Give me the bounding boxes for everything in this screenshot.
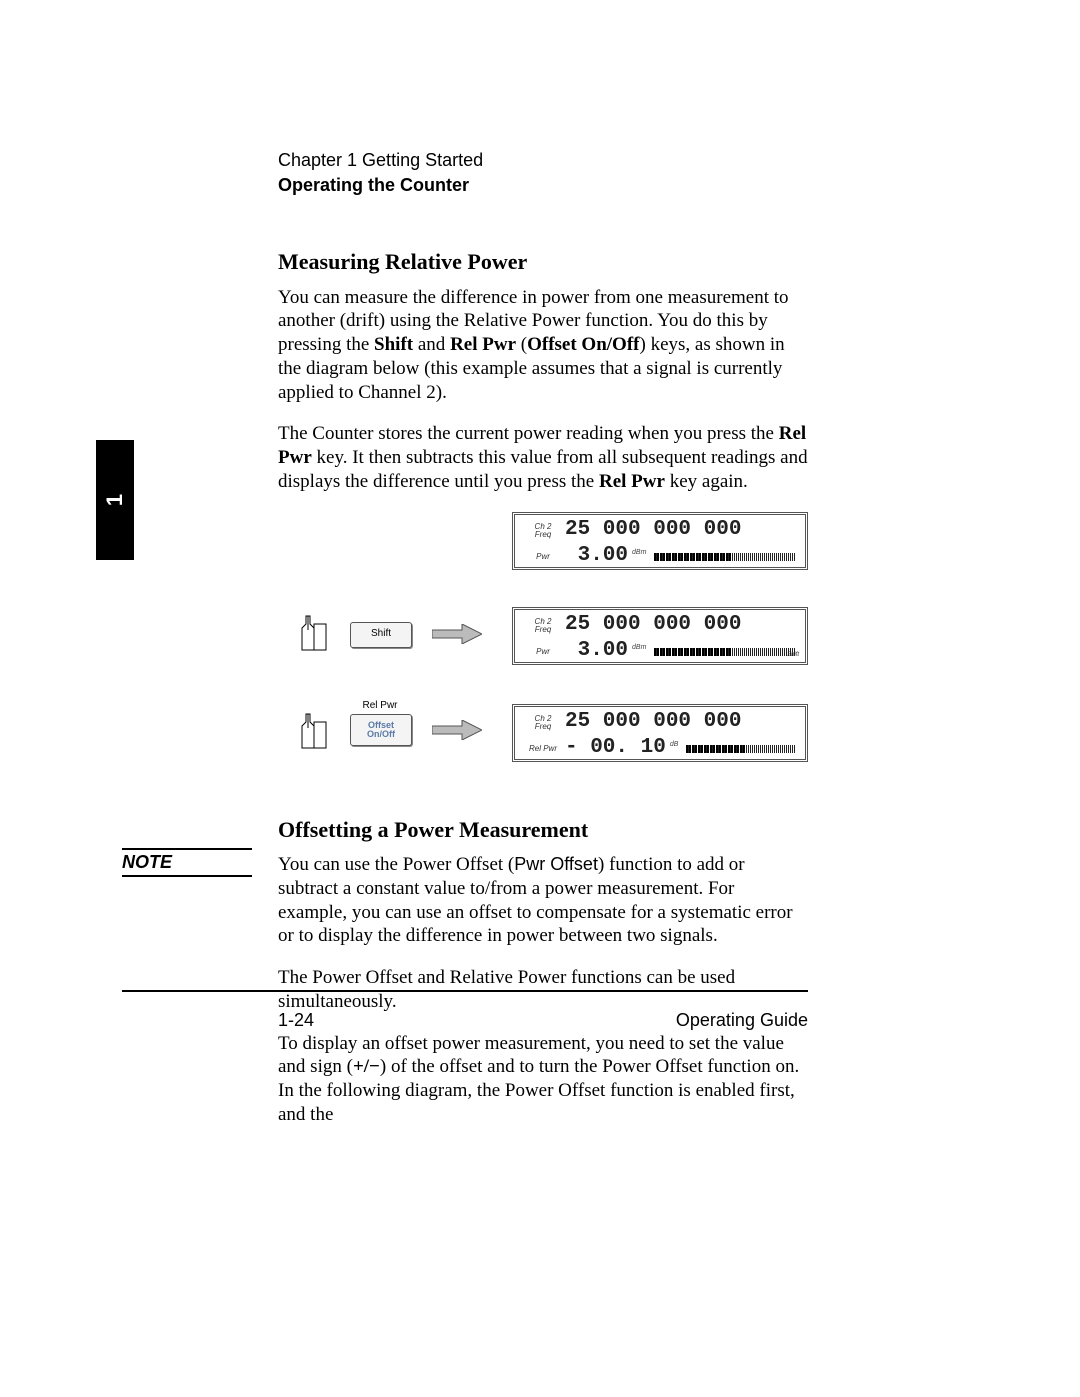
text: and xyxy=(413,334,450,355)
text: The Counter stores the current power rea… xyxy=(278,423,779,444)
key-label: On/Off xyxy=(367,730,395,739)
para-2: The Counter stores the current power rea… xyxy=(278,422,808,493)
lcd-bargraph xyxy=(654,648,795,656)
guide-name: Operating Guide xyxy=(676,1010,808,1031)
chapter-line: Chapter 1 Getting Started xyxy=(278,150,808,171)
subsection-line: Operating the Counter xyxy=(278,175,808,196)
text-bold: Shift xyxy=(374,334,413,355)
lcd-shift-indicator: Shift xyxy=(787,652,799,660)
lcd-ch-freq-label: Ch 2 Freq xyxy=(521,715,565,731)
lcd-display-2: Ch 2 Freq 25 000 000 000 Pwr 3.00 dBm Sh… xyxy=(512,607,808,665)
text: Freq xyxy=(535,722,551,731)
text-bold: Rel Pwr xyxy=(599,471,665,492)
heading-measuring-relative-power: Measuring Relative Power xyxy=(278,248,808,276)
lcd-unit-dbm: dBm xyxy=(632,644,646,653)
press-hand-icon xyxy=(296,712,328,750)
para-3: You can use the Power Offset (Pwr Offset… xyxy=(278,853,808,948)
para-1: You can measure the difference in power … xyxy=(278,286,808,405)
text: You can use the Power Offset ( xyxy=(278,854,514,875)
text-bold: Rel Pwr xyxy=(450,334,516,355)
page-number: 1-24 xyxy=(278,1010,314,1031)
footer: 1-24 Operating Guide xyxy=(278,1010,808,1031)
lcd-unit-dbm: dBm xyxy=(632,549,646,558)
lcd-relpwr-value: - 00. 10 xyxy=(565,735,666,761)
shift-key: Shift xyxy=(350,622,412,648)
text-sans: Pwr Offset xyxy=(514,854,598,874)
text-bold: Offset On/Off xyxy=(527,334,639,355)
diagram: Ch 2 Freq 25 000 000 000 Pwr 3.00 dBm Sh… xyxy=(278,512,808,802)
note-label: NOTE xyxy=(122,848,252,877)
footer-rule xyxy=(122,990,808,992)
lcd-freq-value: 25 000 000 000 xyxy=(565,612,741,638)
lcd-freq-value: 25 000 000 000 xyxy=(565,517,741,543)
text: ( xyxy=(516,334,527,355)
page: Chapter 1 Getting Started Operating the … xyxy=(0,0,1080,1397)
para-4: To display an offset power measurement, … xyxy=(278,1032,808,1127)
key-label-rel-pwr: Rel Pwr xyxy=(350,700,410,713)
lcd-freq-value: 25 000 000 000 xyxy=(565,709,741,735)
text: Freq xyxy=(535,625,551,634)
text: Freq xyxy=(535,530,551,539)
lcd-bargraph xyxy=(686,745,795,753)
lcd-ch-freq-label: Ch 2 Freq xyxy=(521,618,565,634)
chapter-tab: 1 xyxy=(96,440,134,560)
heading-offsetting-power-measurement: Offsetting a Power Measurement xyxy=(278,816,808,844)
lcd-ch-freq-label: Ch 2 Freq xyxy=(521,523,565,539)
lcd-display-1: Ch 2 Freq 25 000 000 000 Pwr 3.00 dBm xyxy=(512,512,808,570)
chapter-tab-number: 1 xyxy=(102,494,128,506)
arrow-icon xyxy=(432,720,482,740)
offset-onoff-key: Offset On/Off xyxy=(350,714,412,746)
page-header: Chapter 1 Getting Started Operating the … xyxy=(278,150,808,196)
key-label: Shift xyxy=(371,628,391,641)
lcd-pwr-label: Pwr xyxy=(521,648,565,656)
lcd-pwr-value: 3.00 xyxy=(565,638,628,664)
text-bold: +/− xyxy=(353,1056,380,1077)
lcd-pwr-label: Pwr xyxy=(521,553,565,561)
lcd-relpwr-label: Rel Pwr xyxy=(521,745,565,753)
lcd-display-3: Ch 2 Freq 25 000 000 000 Rel Pwr - 00. 1… xyxy=(512,704,808,762)
arrow-icon xyxy=(432,624,482,644)
press-hand-icon xyxy=(296,614,328,652)
lcd-unit-db: dB xyxy=(670,741,679,750)
lcd-pwr-value: 3.00 xyxy=(565,543,628,569)
text: key again. xyxy=(665,471,748,492)
lcd-bargraph xyxy=(654,553,795,561)
